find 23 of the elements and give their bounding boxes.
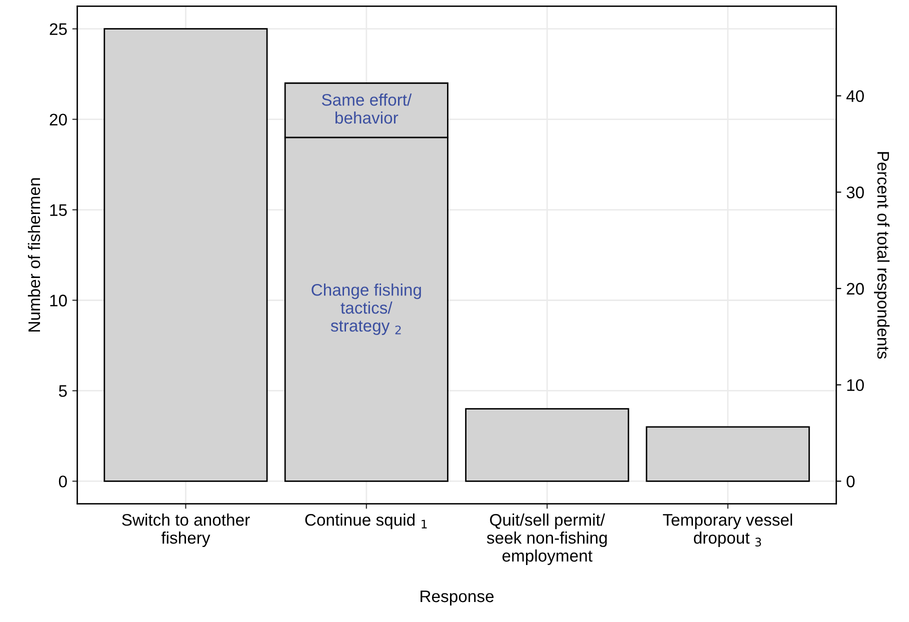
y-axis-title: Number of fishermen xyxy=(28,178,40,332)
y2-tick-label: 20 xyxy=(846,282,864,295)
y2-tick-label: 30 xyxy=(846,186,864,198)
y2-tick-label: 40 xyxy=(846,90,864,102)
y2-tick-label: 0 xyxy=(846,476,855,488)
y-tick-label: 5 xyxy=(58,385,67,397)
annotation: Same effort/ behavior xyxy=(322,94,412,124)
y-tick-label: 20 xyxy=(50,114,67,126)
x-tick-label: Continue squid $_{1}$ xyxy=(305,514,427,530)
y-tick-label: 0 xyxy=(58,476,67,488)
bar xyxy=(465,408,630,482)
x-tick-label: Temporary vessel dropout $_{3}$ xyxy=(662,514,792,548)
x-tick-label: Switch to another fishery xyxy=(122,514,250,548)
bar xyxy=(646,426,810,482)
y-tick-label: 10 xyxy=(50,294,67,306)
y2-axis-title: Percent of total respondents xyxy=(874,152,890,359)
y2-tick-label: 10 xyxy=(847,379,864,392)
x-axis-title: Response xyxy=(420,590,494,606)
annotation: Change fishing tactics/ strategy $_{2}$ xyxy=(312,284,421,335)
y-tick-label: 25 xyxy=(50,23,67,36)
bar xyxy=(104,28,268,482)
y-tick-label: 15 xyxy=(50,204,67,216)
x-tick-label: Quit/sell permit/ seek non-fishing employment xyxy=(486,514,607,565)
